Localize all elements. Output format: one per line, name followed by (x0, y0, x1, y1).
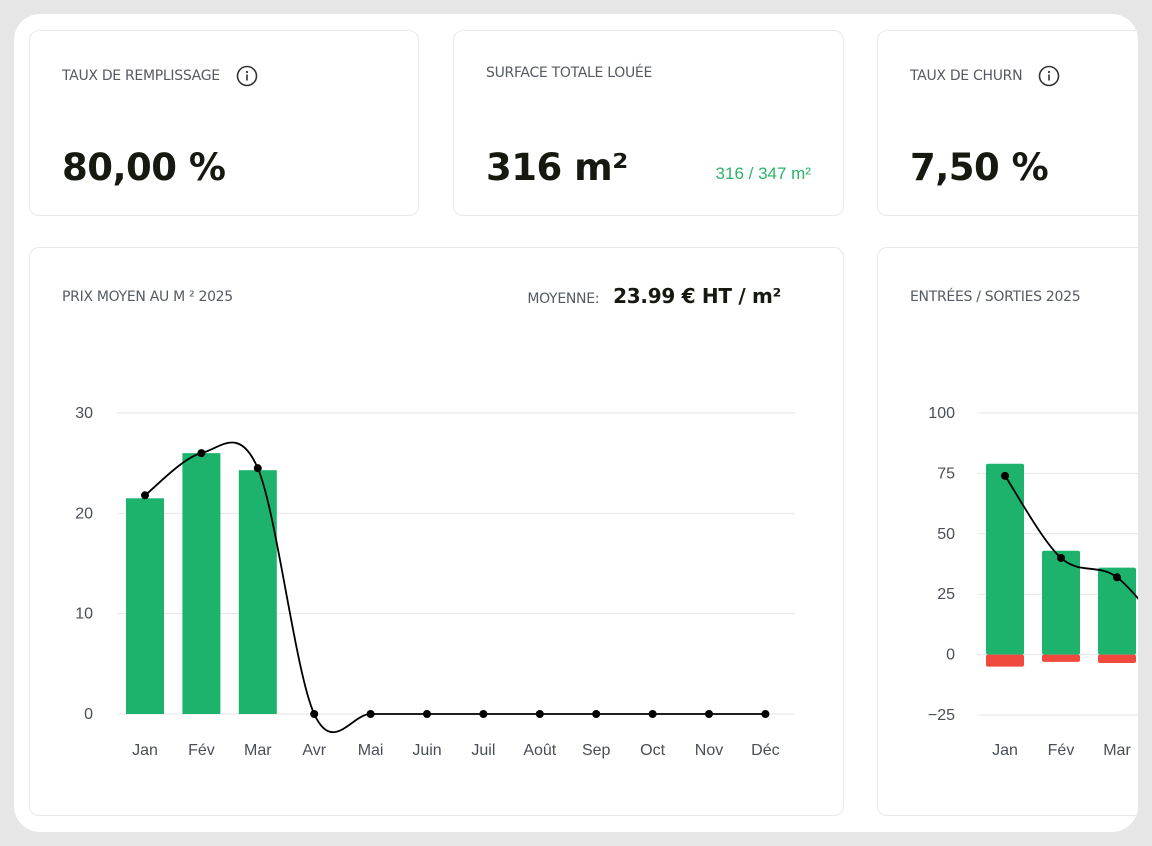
average-label: MOYENNE: (527, 291, 600, 307)
data-point (648, 710, 657, 718)
data-point (1001, 471, 1009, 480)
data-point (310, 710, 319, 718)
y-tick-label: 50 (937, 526, 955, 543)
kpi-title: TAUX DE CHURN (910, 65, 1060, 87)
x-tick-label: Jan (132, 742, 158, 759)
x-tick-label: Juin (412, 742, 441, 759)
kpi-label: SURFACE TOTALE LOUÉE (486, 65, 652, 81)
kpi-value: 316 m² (486, 146, 628, 189)
x-tick-label: Mar (1103, 742, 1131, 759)
x-tick-label: Jan (992, 742, 1018, 759)
data-point (1113, 573, 1121, 582)
data-point (592, 710, 601, 718)
bar-exits (1098, 654, 1136, 664)
data-point (705, 710, 713, 718)
bar-entries (1098, 567, 1136, 655)
x-tick-label: Mar (244, 742, 272, 759)
flow-chart: −25 0 25 50 75 100 Jan Fév Mar (928, 405, 1138, 759)
y-tick-label: 75 (937, 465, 955, 482)
y-tick-label: 100 (928, 405, 955, 422)
average-value: 23.99 € HT / m² (613, 284, 781, 308)
kpi-value: 80,00 % (62, 146, 226, 189)
kpi-card-fill-rate: TAUX DE REMPLISSAGE 80,00 % (29, 30, 419, 216)
bar-exits (1042, 654, 1080, 662)
data-point (479, 710, 488, 718)
x-tick-label: Déc (751, 742, 779, 759)
x-tick-label: Juil (471, 742, 495, 759)
chart-title: ENTRÉES / SORTIES 2025 (910, 289, 1081, 305)
x-tick-label: Août (523, 742, 556, 759)
x-tick-label: Fév (1048, 742, 1075, 759)
price-chart-card: PRIX MOYEN AU M ² 2025 MOYENNE: 23.99 € … (29, 247, 844, 816)
data-point (197, 449, 206, 458)
x-tick-label: Sep (582, 742, 611, 759)
trend-line (144, 441, 766, 733)
bar (126, 498, 164, 714)
y-tick-label: −25 (928, 707, 955, 724)
x-tick-label: Avr (302, 742, 326, 759)
data-point (141, 491, 149, 500)
info-icon[interactable] (1038, 65, 1060, 87)
y-tick-label: 25 (937, 586, 955, 603)
kpi-label: TAUX DE REMPLISSAGE (62, 68, 220, 84)
data-point (253, 464, 262, 473)
info-icon[interactable] (236, 65, 258, 87)
bar-exits (986, 654, 1024, 667)
data-point (1057, 553, 1065, 562)
x-tick-label: Nov (695, 742, 723, 759)
x-tick-label: Oct (640, 742, 665, 759)
data-point (761, 710, 770, 718)
kpi-title: TAUX DE REMPLISSAGE (62, 65, 258, 87)
y-tick-label: 20 (75, 505, 93, 522)
average-display: MOYENNE: 23.99 € HT / m² (527, 284, 781, 308)
data-point (535, 710, 544, 718)
kpi-sub-value: 316 / 347 m² (715, 164, 811, 183)
y-tick-label: 0 (84, 706, 93, 723)
kpi-value: 7,50 % (910, 146, 1049, 189)
flow-chart-card: ENTRÉES / SORTIES 2025 −25 0 25 50 75 100 Jan F… (877, 247, 1138, 816)
bar (182, 453, 221, 714)
bar-entries (986, 463, 1024, 655)
trend-line (1004, 475, 1138, 600)
x-tick-label: Fév (188, 742, 215, 759)
y-tick-label: 30 (75, 405, 93, 422)
kpi-card-churn: TAUX DE CHURN 7,50 % (877, 30, 1138, 216)
x-tick-label: Mai (358, 742, 384, 759)
bar-entries (1042, 550, 1080, 655)
data-point (423, 710, 431, 718)
price-chart: 0 10 20 30 Jan Fév Mar Avr Mai Juin Juil Août Sep Oct… (75, 405, 795, 759)
y-tick-label: 0 (946, 647, 955, 664)
data-point (366, 710, 375, 718)
chart-title: PRIX MOYEN AU M ² 2025 (62, 289, 233, 305)
kpi-label: TAUX DE CHURN (910, 68, 1023, 84)
kpi-title: SURFACE TOTALE LOUÉE (486, 65, 652, 81)
bar (238, 470, 277, 714)
kpi-card-total-area: SURFACE TOTALE LOUÉE 316 m² 316 / 347 m² (453, 30, 844, 216)
y-tick-label: 10 (75, 606, 93, 623)
dashboard-frame: TAUX DE REMPLISSAGE 80,00 % SURFACE TOTA… (14, 14, 1138, 832)
